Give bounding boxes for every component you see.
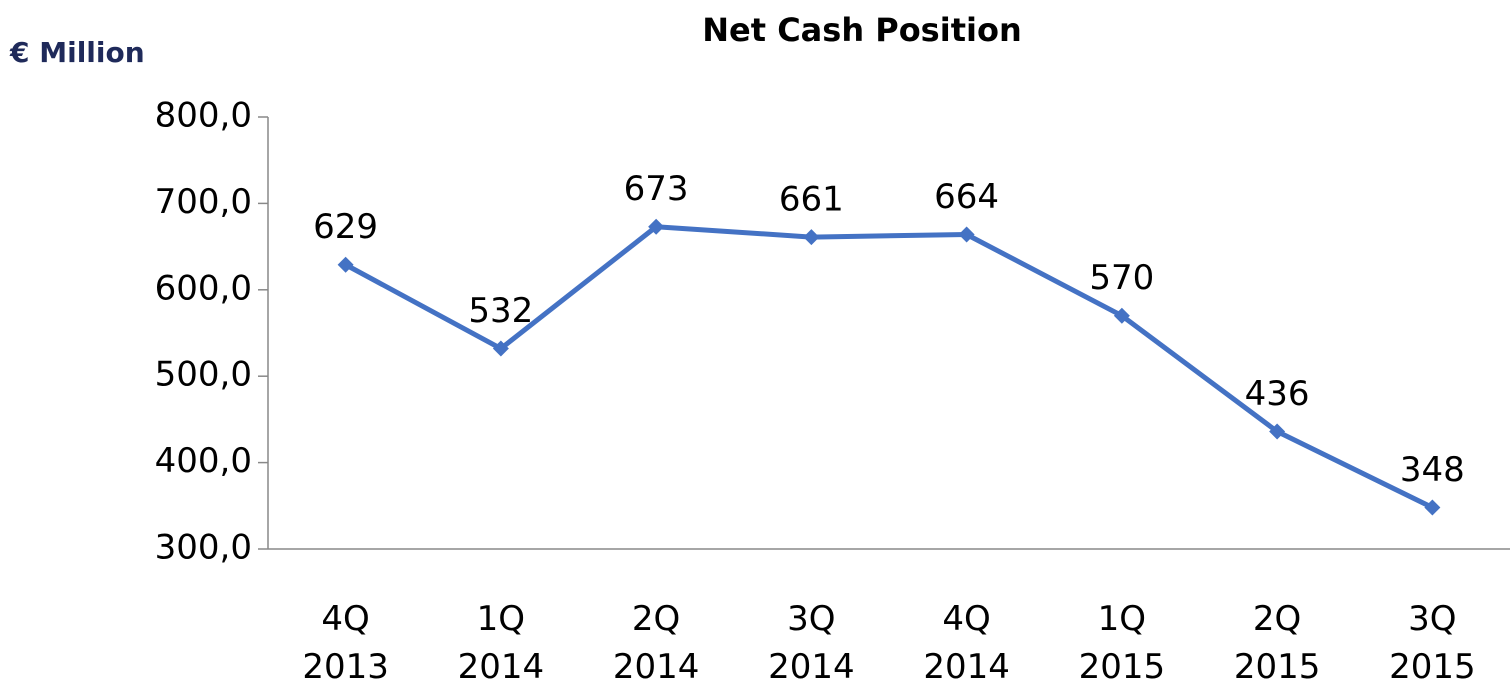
data-label: 532: [468, 291, 533, 331]
x-tick-label: 1Q 2014: [457, 599, 545, 687]
data-line: [344, 224, 1434, 510]
x-tick-label: 3Q 2015: [1389, 599, 1476, 687]
y-tick-label: 300,0: [155, 528, 252, 568]
data-label: 664: [934, 177, 999, 217]
marker: [337, 256, 354, 273]
y-tick-label: 500,0: [155, 355, 252, 395]
y-tick-label: 600,0: [155, 268, 252, 308]
marker: [958, 226, 975, 243]
x-tick-label: 3Q 2014: [768, 599, 855, 687]
marker: [803, 229, 820, 246]
y-tick-label: 400,0: [155, 441, 252, 481]
data-label: 348: [1400, 450, 1465, 490]
marker: [1269, 423, 1286, 440]
data-label: 661: [779, 180, 844, 220]
data-label: 436: [1245, 374, 1310, 414]
marker: [648, 218, 665, 235]
chart-title: Net Cash Position: [702, 11, 1021, 49]
data-label: 673: [624, 169, 689, 209]
marker: [492, 340, 509, 357]
y-tick-label: 700,0: [155, 182, 252, 222]
marker: [1113, 307, 1130, 324]
x-tick-label: 1Q 2015: [1078, 599, 1166, 687]
y-axis-label: € Million: [9, 36, 145, 69]
y-tick-label: 800,0: [155, 96, 252, 136]
marker: [1424, 499, 1441, 516]
data-label: 570: [1089, 258, 1154, 298]
x-tick-label: 4Q 2013: [302, 599, 389, 687]
data-label: 629: [313, 207, 378, 247]
x-tick-label: 2Q 2015: [1233, 599, 1321, 687]
x-tick-label: 4Q 2014: [923, 599, 1010, 687]
x-tick-label: 2Q 2014: [612, 599, 700, 687]
